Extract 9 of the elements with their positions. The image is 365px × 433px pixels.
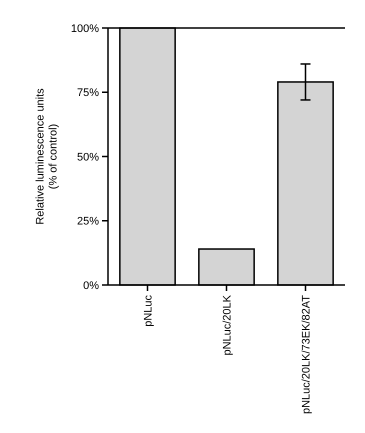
- y-tick-label: 75%: [76, 87, 100, 100]
- x-tick-label: pNLuc: [142, 294, 154, 327]
- y-tick-label: 0%: [83, 280, 100, 292]
- y-axis-title: Relative luminescence units (% of control): [34, 88, 60, 225]
- x-tick-label: pNLuc/20LK: [221, 294, 234, 356]
- x-tick-label: pNLuc/20LK/73EK/82AT: [300, 294, 312, 414]
- y-tick-label: 50%: [76, 151, 100, 164]
- y-tick-label: 100%: [70, 22, 100, 35]
- y-tick-label: 25%: [76, 216, 100, 228]
